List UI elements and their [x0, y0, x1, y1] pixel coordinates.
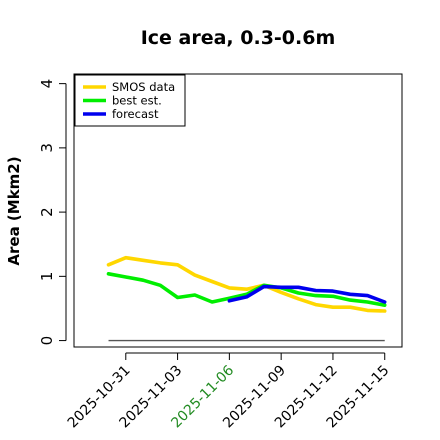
plot-frame: [73, 73, 403, 348]
y-tick-label: 3: [38, 143, 56, 153]
series-line-forecast: [227, 284, 387, 304]
legend-label-forecast: forecast: [112, 107, 159, 121]
series-layer: [106, 255, 387, 313]
y-axis-label: Area (Mkm2): [5, 156, 23, 265]
legend-box: [74, 74, 186, 127]
series-line-best-est: [106, 271, 387, 308]
legend-label-smos-data: SMOS data: [112, 80, 175, 94]
y-tick-label: 4: [38, 79, 56, 89]
y-tick-label: 1: [38, 272, 56, 282]
chart-title: Ice area, 0.3-0.6m: [141, 27, 336, 49]
series-line-smos-data: [106, 255, 387, 313]
y-axis: 0 1 2 3 4: [38, 79, 67, 346]
x-axis: 2025-10-312025-11-032025-11-062025-11-09…: [65, 352, 393, 431]
y-tick-label: 2: [38, 207, 56, 217]
y-tick-label: 0: [38, 336, 56, 346]
legend-label-best-est: best est.: [112, 94, 162, 108]
